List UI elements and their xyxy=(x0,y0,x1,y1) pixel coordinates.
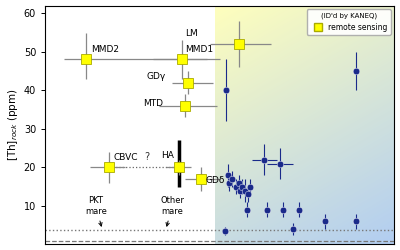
Text: CBVC: CBVC xyxy=(114,152,138,162)
Legend: remote sensing: remote sensing xyxy=(307,10,391,35)
Text: GDγ: GDγ xyxy=(147,72,166,81)
Text: MMD2: MMD2 xyxy=(91,45,119,54)
Text: ?: ? xyxy=(144,152,149,162)
Text: PKT
mare: PKT mare xyxy=(85,196,107,226)
Text: Other
mare: Other mare xyxy=(160,196,184,226)
Text: GDδ: GDδ xyxy=(206,176,225,185)
Text: HA: HA xyxy=(161,152,174,160)
Text: MTD: MTD xyxy=(144,99,164,108)
Text: LM: LM xyxy=(185,29,198,38)
Y-axis label: [Th]$_{rock}$ (ppm): [Th]$_{rock}$ (ppm) xyxy=(6,88,20,162)
Text: MMD1: MMD1 xyxy=(185,45,213,54)
